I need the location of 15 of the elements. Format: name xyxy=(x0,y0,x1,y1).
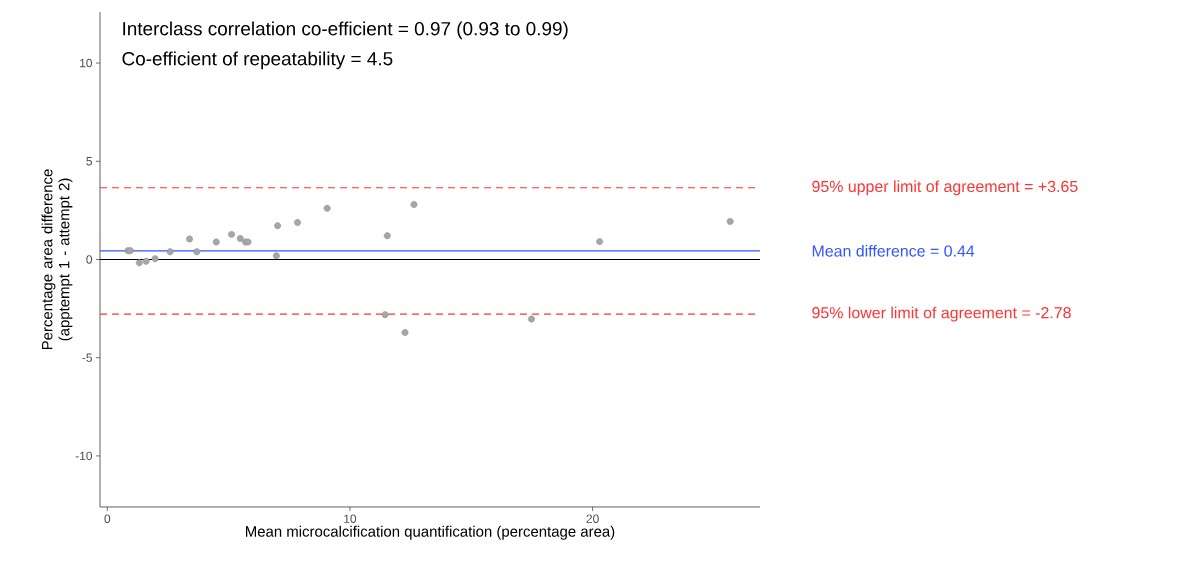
y-tick-label: -5 xyxy=(82,353,92,362)
x-tick-label: 0 xyxy=(104,514,111,523)
annotation: Co-efficient of repeatability = 4.5 xyxy=(122,51,393,70)
ref-line-label: 95% lower limit of agreement = -2.78 xyxy=(812,306,1071,322)
y-tick-label: 0 xyxy=(86,255,93,264)
annotation: Interclass correlation co-efficient = 0.97 (0.93 to 0.99) xyxy=(123,21,568,40)
ref-line-label: 95% upper limit of agreement = +3.65 xyxy=(812,180,1078,196)
x-tick-label: 10 xyxy=(344,514,357,523)
y-tick-label: 5 xyxy=(86,157,92,166)
ref-line-label: Mean difference = 0.44 xyxy=(812,244,975,257)
x-tick-label: 20 xyxy=(586,514,599,523)
y-axis-title: Percentage area difference (apptempt 1 - attempt 2) xyxy=(41,169,73,350)
y-tick-label: -10 xyxy=(75,451,93,461)
y-tick-label: 10 xyxy=(80,58,93,68)
x-axis-title: Mean microcalcification quantification (percentage area) xyxy=(245,525,615,540)
